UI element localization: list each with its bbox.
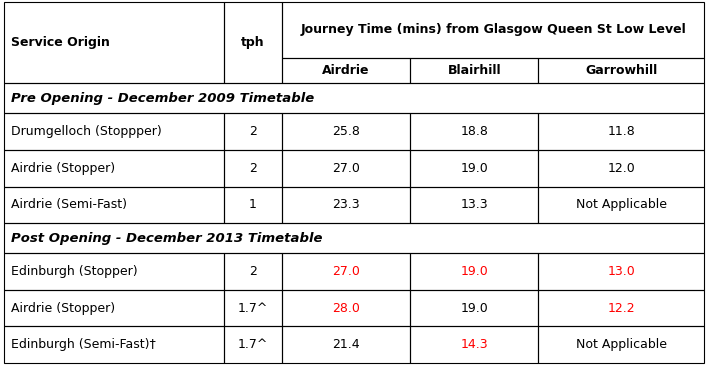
- Text: Pre Opening - December 2009 Timetable: Pre Opening - December 2009 Timetable: [11, 92, 314, 105]
- Text: Airdrie: Airdrie: [322, 64, 370, 77]
- Bar: [538, 150, 704, 187]
- Text: 27.0: 27.0: [332, 265, 360, 278]
- Text: 28.0: 28.0: [332, 301, 360, 315]
- Text: 13.3: 13.3: [460, 199, 488, 211]
- Text: 21.4: 21.4: [332, 338, 360, 351]
- Text: Journey Time (mins) from Glasgow Queen St Low Level: Journey Time (mins) from Glasgow Queen S…: [300, 23, 686, 36]
- Bar: [282, 58, 410, 83]
- Bar: [538, 327, 704, 363]
- Text: 12.2: 12.2: [607, 301, 635, 315]
- Bar: [4, 223, 704, 253]
- Text: Edinburgh (Stopper): Edinburgh (Stopper): [11, 265, 137, 278]
- Text: 11.8: 11.8: [607, 125, 635, 138]
- Text: 19.0: 19.0: [460, 301, 488, 315]
- Text: 14.3: 14.3: [460, 338, 488, 351]
- Bar: [224, 253, 282, 290]
- Text: tph: tph: [241, 36, 265, 49]
- Bar: [410, 253, 538, 290]
- Bar: [410, 187, 538, 223]
- Bar: [4, 253, 224, 290]
- Bar: [4, 113, 224, 150]
- Bar: [4, 150, 224, 187]
- Text: 23.3: 23.3: [332, 199, 360, 211]
- Text: 25.8: 25.8: [332, 125, 360, 138]
- Bar: [4, 327, 224, 363]
- Bar: [282, 2, 704, 58]
- Text: Drumgelloch (Stoppper): Drumgelloch (Stoppper): [11, 125, 161, 138]
- Text: Airdrie (Stopper): Airdrie (Stopper): [11, 162, 115, 175]
- Text: 1.7^: 1.7^: [238, 301, 268, 315]
- Bar: [282, 113, 410, 150]
- Bar: [4, 290, 224, 327]
- Bar: [538, 58, 704, 83]
- Bar: [4, 83, 704, 113]
- Text: 1: 1: [249, 199, 257, 211]
- Bar: [282, 327, 410, 363]
- Text: 18.8: 18.8: [460, 125, 488, 138]
- Bar: [224, 187, 282, 223]
- Bar: [224, 290, 282, 327]
- Text: Airdrie (Stopper): Airdrie (Stopper): [11, 301, 115, 315]
- Bar: [410, 113, 538, 150]
- Text: Post Opening - December 2013 Timetable: Post Opening - December 2013 Timetable: [11, 232, 322, 245]
- Text: Blairhill: Blairhill: [447, 64, 501, 77]
- Text: 2: 2: [249, 162, 257, 175]
- Text: Garrowhill: Garrowhill: [586, 64, 658, 77]
- Text: 2: 2: [249, 265, 257, 278]
- Bar: [282, 253, 410, 290]
- Text: 19.0: 19.0: [460, 265, 488, 278]
- Text: Edinburgh (Semi-Fast)†: Edinburgh (Semi-Fast)†: [11, 338, 156, 351]
- Text: 12.0: 12.0: [607, 162, 635, 175]
- Text: 19.0: 19.0: [460, 162, 488, 175]
- Bar: [224, 2, 282, 83]
- Bar: [282, 187, 410, 223]
- Bar: [538, 253, 704, 290]
- Bar: [538, 113, 704, 150]
- Bar: [224, 113, 282, 150]
- Bar: [224, 150, 282, 187]
- Bar: [4, 187, 224, 223]
- Bar: [410, 58, 538, 83]
- Bar: [282, 290, 410, 327]
- Text: 2: 2: [249, 125, 257, 138]
- Bar: [224, 327, 282, 363]
- Text: Not Applicable: Not Applicable: [576, 338, 667, 351]
- Text: Service Origin: Service Origin: [11, 36, 110, 49]
- Bar: [410, 327, 538, 363]
- Text: 13.0: 13.0: [607, 265, 635, 278]
- Text: Airdrie (Semi-Fast): Airdrie (Semi-Fast): [11, 199, 127, 211]
- Bar: [282, 150, 410, 187]
- Text: 27.0: 27.0: [332, 162, 360, 175]
- Bar: [4, 2, 224, 83]
- Bar: [538, 290, 704, 327]
- Bar: [538, 187, 704, 223]
- Text: 1.7^: 1.7^: [238, 338, 268, 351]
- Bar: [410, 150, 538, 187]
- Text: Not Applicable: Not Applicable: [576, 199, 667, 211]
- Bar: [410, 290, 538, 327]
